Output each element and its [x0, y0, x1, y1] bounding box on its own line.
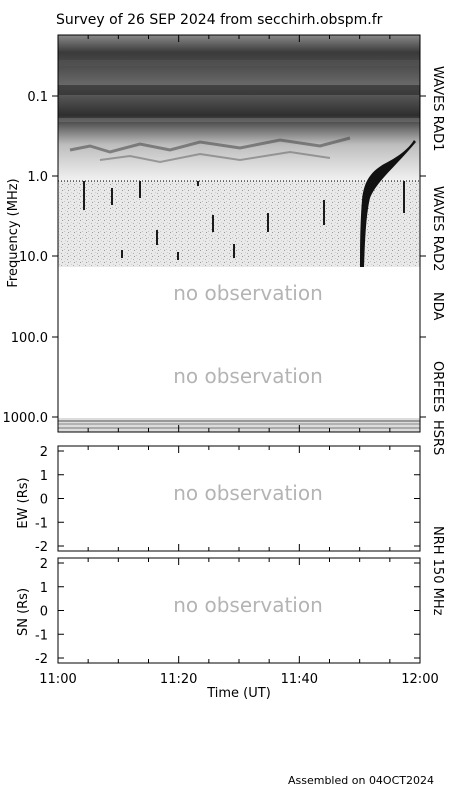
ew-x-ticks	[57, 446, 421, 551]
x-tick-label: 11:00	[39, 672, 76, 687]
spectrogram-x-ticks	[57, 35, 421, 432]
nrh-label: NRH 150 MHz	[430, 526, 445, 616]
y-tick-label: 1	[40, 581, 48, 596]
sn-axis-label: SN (Rs)	[16, 588, 31, 636]
sn-x-ticks	[57, 558, 421, 663]
assembled-footer: Assembled on 04OCT2024	[288, 774, 434, 787]
spectrogram-y-axis: 0.1 1.0 10.0 100.0 1000.0	[3, 90, 426, 426]
type-iii-burst	[360, 140, 416, 267]
no-observation-sn: no observation	[173, 593, 323, 617]
band-label: WAVES RAD1	[430, 66, 445, 151]
rad2-band	[58, 181, 420, 267]
x-tick-label: 11:20	[160, 672, 197, 687]
band-labels: WAVES RAD1 WAVES RAD2 NDA ORFEES HSRS	[430, 66, 445, 455]
no-observation-nda: no observation	[173, 281, 323, 305]
y-tick-label: 2	[40, 445, 48, 460]
spectrogram-panel: no observation no observation	[57, 34, 421, 433]
sn-y-axis: 2 1 0 -1 -2	[35, 557, 420, 667]
rad1-texture	[58, 60, 420, 164]
ew-axis-label: EW (Rs)	[16, 477, 31, 528]
x-tick-label: 11:40	[281, 672, 318, 687]
band-label: ORFEES	[430, 361, 445, 412]
band-label: HSRS	[430, 420, 445, 455]
y-tick-label: -2	[35, 652, 48, 667]
band-label: NDA	[430, 292, 445, 321]
y-tick-label: 0	[40, 605, 48, 620]
y-tick-label: -1	[35, 516, 48, 531]
y-tick-label: 100.0	[11, 331, 48, 346]
y-tick-label: 10.0	[19, 250, 48, 265]
y-tick-label: 1	[40, 469, 48, 484]
y-tick-label: 1.0	[27, 170, 48, 185]
rad2-streaks	[83, 181, 405, 260]
no-observation-ew: no observation	[173, 481, 323, 505]
no-observation-orfees: no observation	[173, 364, 323, 388]
y-tick-label: 0	[40, 493, 48, 508]
y-tick-label: -1	[35, 628, 48, 643]
y-tick-label: 2	[40, 557, 48, 572]
frequency-axis-label: Frequency (MHz)	[6, 178, 21, 287]
chart-title: Survey of 26 SEP 2024 from secchirh.obsp…	[56, 12, 383, 28]
x-tick-label: 12:00	[401, 672, 438, 687]
y-tick-label: -2	[35, 540, 48, 555]
time-axis-label: Time (UT)	[206, 686, 271, 701]
y-tick-label: 0.1	[27, 90, 48, 105]
ew-y-axis: 2 1 0 -1 -2	[35, 445, 420, 555]
time-axis-labels: 11:00 11:20 11:40 12:00	[39, 672, 438, 687]
y-tick-label: 1000.0	[3, 411, 49, 426]
band-label: WAVES RAD2	[430, 186, 445, 271]
